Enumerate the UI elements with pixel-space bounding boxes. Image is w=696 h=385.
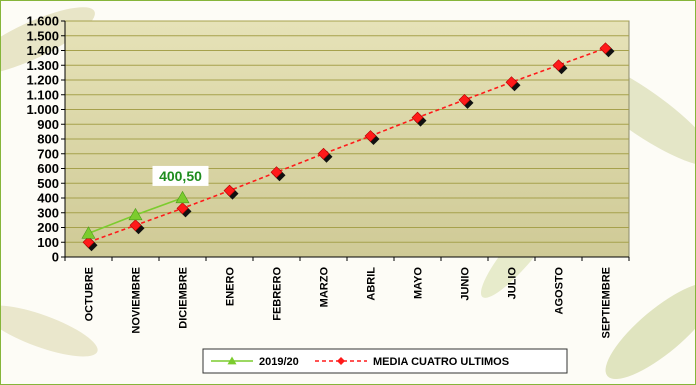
data-point-diamond (505, 76, 518, 89)
data-point-diamond (411, 111, 424, 124)
x-tick-label: SEPTIEMBRE (601, 267, 613, 339)
legend-marker-triangle (227, 356, 237, 365)
data-point-diamond (82, 236, 95, 249)
y-tick-label: 700 (37, 146, 59, 161)
data-point-diamond (552, 59, 565, 72)
data-point-triangle (128, 207, 143, 221)
y-tick-label: 500 (37, 176, 59, 191)
data-point-diamond (129, 219, 142, 232)
y-axis: 01002003004005006007008009001.0001.1001.… (26, 14, 65, 265)
x-tick-label: MARZO (319, 267, 331, 308)
x-tick-label: ABRIL (366, 267, 378, 301)
legend-label-series-1: MEDIA CUATRO ULTIMOS (373, 356, 509, 368)
x-tick-label: OCTUBRE (84, 267, 96, 321)
y-tick-label: 1.100 (26, 87, 59, 102)
y-tick-label: 1.600 (26, 14, 59, 29)
x-tick-label: MAYO (413, 267, 425, 299)
y-tick-label: 1.500 (26, 28, 59, 43)
y-tick-label: 900 (37, 117, 59, 132)
data-point-diamond (270, 166, 283, 179)
annotation-box (152, 165, 209, 186)
legend: 2019/20 MEDIA CUATRO ULTIMOS (202, 348, 568, 374)
x-tick-label: ENERO (225, 267, 237, 307)
x-tick-label: DICIEMBRE (178, 267, 190, 329)
x-tick-label: AGOSTO (554, 267, 566, 315)
y-tick-label: 0 (52, 250, 59, 265)
y-tick-label: 400 (37, 191, 59, 206)
y-tick-label: 100 (37, 235, 59, 250)
annotations: 400,50 (152, 165, 209, 186)
y-tick-label: 1.400 (26, 43, 59, 58)
y-tick-label: 800 (37, 132, 59, 147)
data-point-diamond (176, 202, 189, 215)
legend-box (202, 348, 568, 374)
x-axis: OCTUBRE NOVIEMBRE DICIEMBRE ENERO FEBRERO MAR… (64, 21, 630, 339)
x-tick-label: JULIO (507, 267, 519, 300)
x-tick-label: FEBRERO (272, 267, 284, 321)
gridlines (65, 20, 629, 243)
data-point-diamond (458, 93, 471, 106)
y-tick-label: 1.300 (26, 58, 59, 73)
legend-marker-diamond (337, 357, 345, 365)
data-point-triangle (81, 226, 96, 239)
series-markers (81, 42, 615, 252)
data-point-diamond (317, 147, 330, 160)
data-point-diamond (599, 42, 612, 55)
series-line-1 (88, 47, 606, 244)
y-tick-label: 1.200 (26, 73, 59, 88)
y-tick-label: 600 (37, 161, 59, 176)
data-point-triangle (175, 190, 190, 204)
y-tick-label: 1.000 (26, 102, 59, 117)
data-point-diamond (223, 184, 236, 197)
legend-label-series-0: 2019/20 (259, 356, 299, 368)
y-tick-label: 200 (37, 220, 59, 235)
data-point-diamond (364, 130, 377, 142)
x-tick-label: NOVIEMBRE (131, 267, 143, 334)
x-tick-label: JUNIO (460, 267, 472, 301)
data-label: 400,50 (159, 168, 202, 184)
y-tick-label: 300 (37, 205, 59, 220)
